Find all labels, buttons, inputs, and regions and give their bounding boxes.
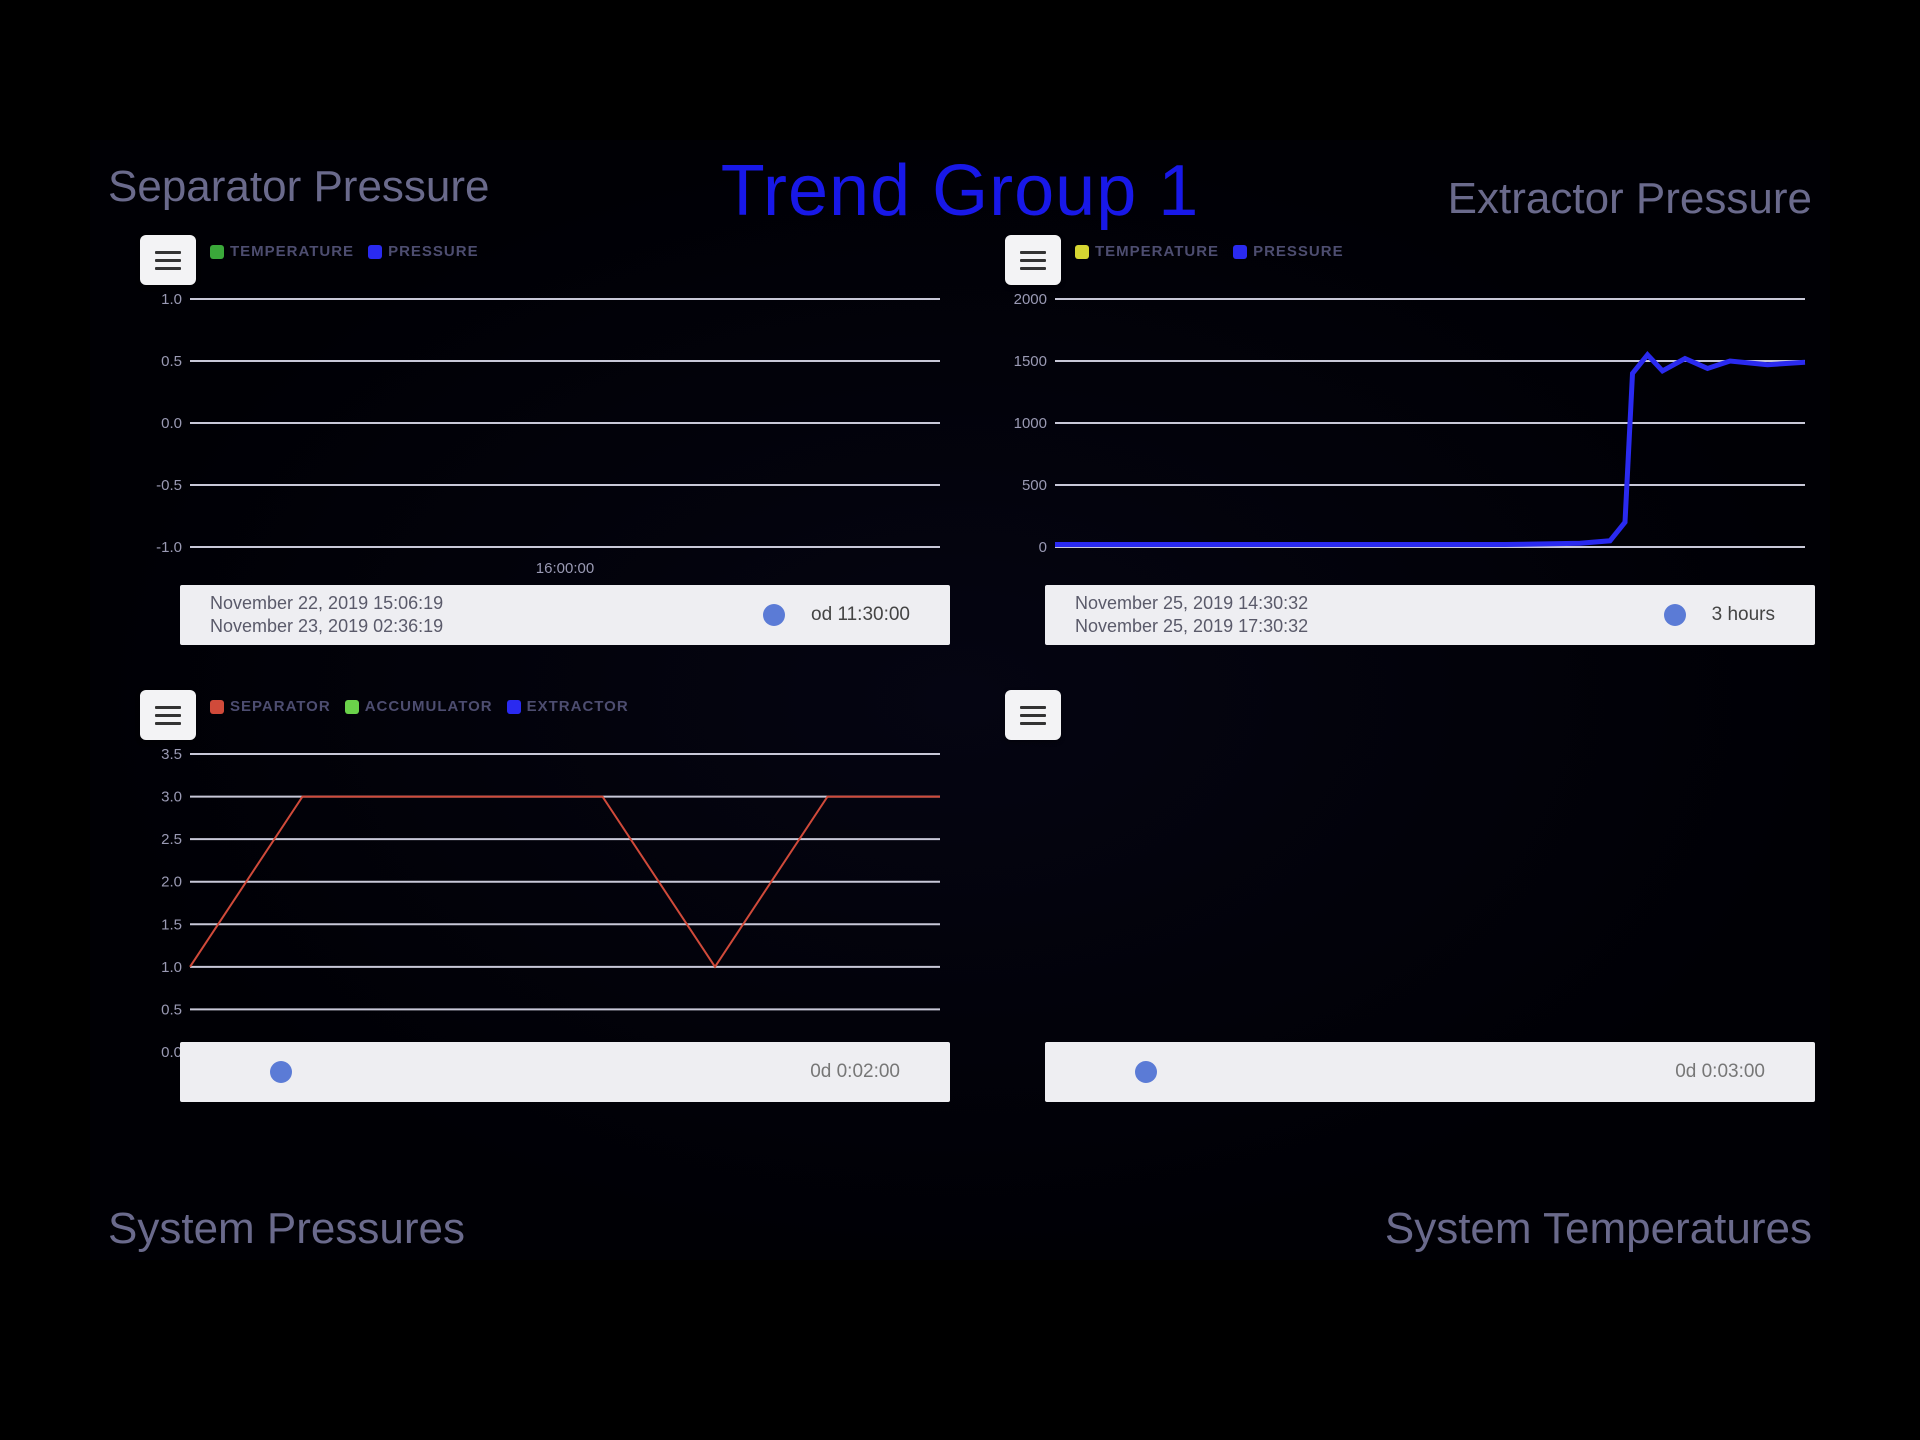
time-range-bar[interactable]: 0d 0:02:00 [180, 1042, 950, 1102]
legend-swatch [210, 245, 224, 259]
time-slider-handle[interactable] [270, 1061, 292, 1083]
legend-item: PRESSURE [1233, 243, 1344, 260]
legend-swatch [507, 700, 521, 714]
time-range-label: 0d 0:03:00 [1675, 1061, 1765, 1083]
svg-text:3.5: 3.5 [161, 748, 182, 763]
legend-item: SEPARATOR [210, 698, 331, 715]
legend-label: ACCUMULATOR [365, 698, 493, 715]
svg-text:1500: 1500 [1014, 353, 1047, 370]
hamburger-icon [1020, 251, 1046, 270]
menu-button[interactable] [1005, 235, 1061, 285]
time-range-bar[interactable]: November 25, 2019 14:30:32 November 25, … [1045, 585, 1815, 645]
legend-label: PRESSURE [1253, 243, 1344, 260]
svg-text:0.0: 0.0 [161, 1044, 182, 1061]
legend-label: SEPARATOR [230, 698, 331, 715]
svg-text:0.0: 0.0 [161, 415, 182, 432]
svg-text:2000: 2000 [1014, 293, 1047, 308]
time-slider-handle[interactable] [1664, 604, 1686, 626]
svg-text:0: 0 [1039, 539, 1047, 556]
svg-text:0.5: 0.5 [161, 1001, 182, 1018]
legend-item: TEMPERATURE [1075, 243, 1219, 260]
legend-item: EXTRACTOR [507, 698, 629, 715]
panel-separator-pressure: TEMPERATURE PRESSURE -1.0 -0.5 0.0 0.5 1.0 16:… [130, 235, 960, 645]
chart-system-pressures[interactable]: 0.00.51.01.52.02.53.03.510:03:3010:04:00… [140, 748, 950, 1088]
hamburger-icon [1020, 706, 1046, 725]
legend-swatch [1233, 245, 1247, 259]
time-slider-handle[interactable] [1135, 1061, 1157, 1083]
chart-legend: TEMPERATURE PRESSURE [210, 243, 479, 260]
menu-button[interactable] [140, 235, 196, 285]
legend-item: PRESSURE [368, 243, 479, 260]
svg-text:-1.0: -1.0 [156, 539, 182, 556]
legend-item: TEMPERATURE [210, 243, 354, 260]
legend-swatch [1075, 245, 1089, 259]
time-range-bar[interactable]: November 22, 2019 15:06:19 November 23, … [180, 585, 950, 645]
legend-label: EXTRACTOR [527, 698, 629, 715]
svg-text:500: 500 [1022, 477, 1047, 494]
chart-separator-pressure[interactable]: -1.0 -0.5 0.0 0.5 1.0 16:00:00 [140, 293, 950, 583]
time-range-label: 0d 0:02:00 [810, 1061, 900, 1083]
label-system-pressures: System Pressures [108, 1204, 465, 1254]
svg-text:-0.5: -0.5 [156, 477, 182, 494]
label-separator-pressure: Separator Pressure [108, 162, 490, 212]
chart-system-temperatures[interactable] [1005, 748, 1815, 1088]
hamburger-icon [155, 251, 181, 270]
chart-legend: TEMPERATURE PRESSURE [1075, 243, 1344, 260]
legend-swatch [368, 245, 382, 259]
time-end: November 23, 2019 02:36:19 [210, 616, 560, 637]
svg-text:1.0: 1.0 [161, 959, 182, 976]
svg-text:3.0: 3.0 [161, 789, 182, 806]
time-range-bar[interactable]: 0d 0:03:00 [1045, 1042, 1815, 1102]
menu-button[interactable] [140, 690, 196, 740]
time-start: November 22, 2019 15:06:19 [210, 593, 560, 614]
svg-text:2.5: 2.5 [161, 831, 182, 848]
time-slider-handle[interactable] [763, 604, 785, 626]
svg-text:2.0: 2.0 [161, 874, 182, 891]
time-range-label: od 11:30:00 [811, 604, 910, 626]
label-extractor-pressure: Extractor Pressure [1448, 174, 1812, 224]
panel-system-temperatures: 0d 0:03:00 [995, 690, 1825, 1160]
menu-button[interactable] [1005, 690, 1061, 740]
svg-text:1000: 1000 [1014, 415, 1047, 432]
time-start: November 25, 2019 14:30:32 [1075, 593, 1425, 614]
time-range-label: 3 hours [1712, 604, 1775, 626]
hmi-screen: Trend Group 1 Separator Pressure Extract… [90, 140, 1830, 1260]
legend-item: ACCUMULATOR [345, 698, 493, 715]
chart-extractor-pressure[interactable]: 0 500 1000 1500 2000 [1005, 293, 1815, 583]
legend-label: PRESSURE [388, 243, 479, 260]
time-end: November 25, 2019 17:30:32 [1075, 616, 1425, 637]
svg-text:0.5: 0.5 [161, 353, 182, 370]
svg-text:16:00:00: 16:00:00 [536, 560, 594, 577]
svg-text:1.0: 1.0 [161, 293, 182, 308]
hamburger-icon [155, 706, 181, 725]
label-system-temperatures: System Temperatures [1385, 1204, 1812, 1254]
legend-label: TEMPERATURE [1095, 243, 1219, 260]
legend-label: TEMPERATURE [230, 243, 354, 260]
panel-extractor-pressure: TEMPERATURE PRESSURE 0 500 1000 1500 2000 Nov… [995, 235, 1825, 645]
legend-swatch [345, 700, 359, 714]
panel-system-pressures: SEPARATOR ACCUMULATOR EXTRACTOR 0.0 0.5 1.0 1… [130, 690, 960, 1160]
chart-legend: SEPARATOR ACCUMULATOR EXTRACTOR [210, 698, 629, 715]
svg-text:1.5: 1.5 [161, 916, 182, 933]
legend-swatch [210, 700, 224, 714]
